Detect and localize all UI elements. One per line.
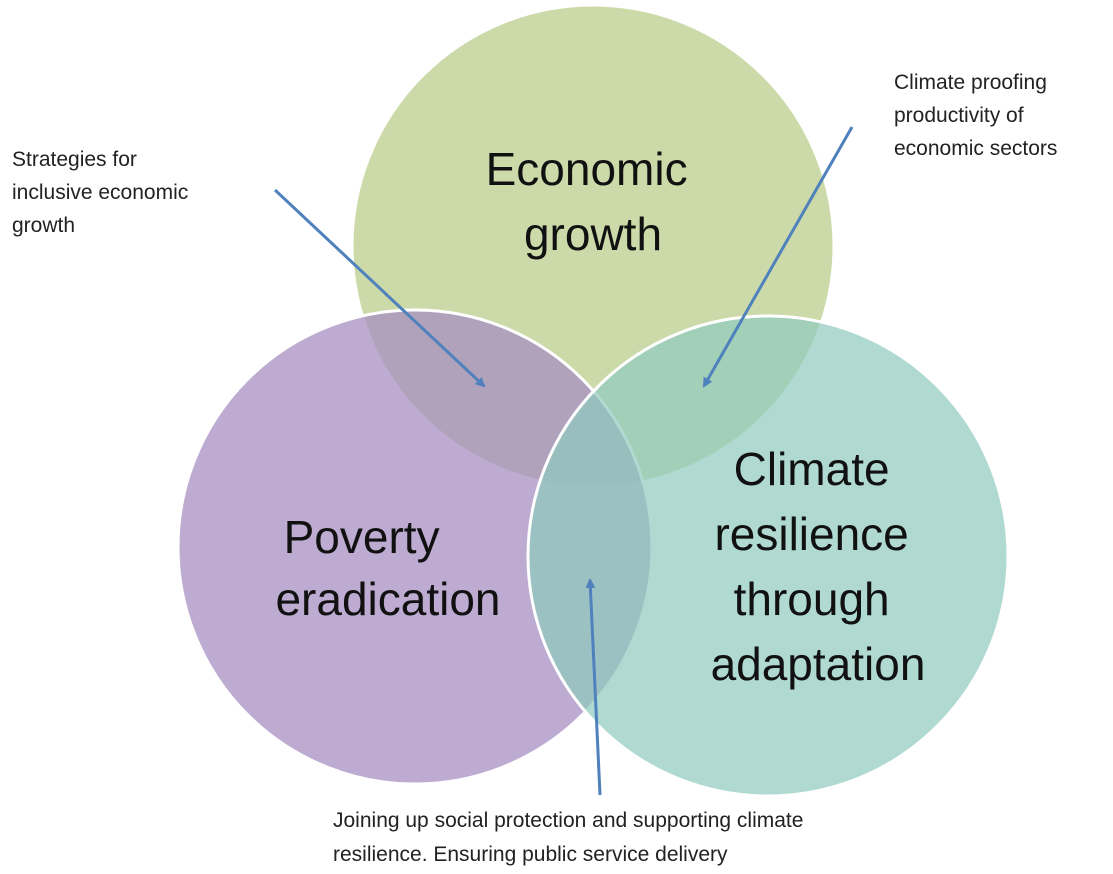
text-line: growth [524,208,662,260]
annotation: Joining up social protection and support… [333,809,809,866]
text-line: Climate proofing [894,71,1047,94]
text-line: Poverty [284,511,440,563]
text-line: adaptation [711,638,926,690]
text-line: Joining up social protection and support… [333,809,803,832]
text-line: Climate [734,443,890,495]
text-line: inclusive economic [12,181,188,204]
circle-label: Economic growth [486,143,701,260]
arrow [585,578,602,796]
text-line: Economic [486,143,688,195]
circle-label: Climate resilience through adaptation [711,443,926,690]
circle-climate [526,314,1010,798]
annotation: Strategies for inclusive economic growth [12,148,194,237]
annotation: Climate proofing productivity of economi… [894,71,1057,160]
text-line: resilience. Ensuring public service deli… [333,843,728,866]
arrow [702,126,854,388]
text-line: productivity of [894,104,1024,127]
text-line: growth [12,214,75,237]
text-line: resilience [714,508,908,560]
arrow [273,188,486,388]
circle-label: Poverty eradication [275,511,500,625]
text-line: Strategies for [12,148,137,171]
text-line: economic sectors [894,137,1057,160]
text-line: through [734,573,890,625]
text-line: eradication [275,573,500,625]
